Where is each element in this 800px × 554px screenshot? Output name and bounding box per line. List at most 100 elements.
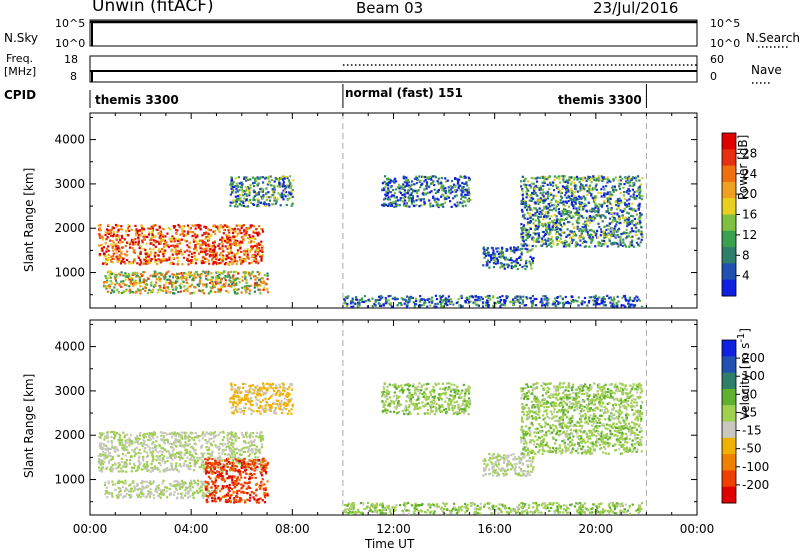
data-point [259, 432, 262, 435]
data-point [529, 226, 532, 229]
data-point [378, 304, 382, 307]
data-point [284, 187, 287, 190]
data-point [514, 249, 517, 252]
data-point [134, 437, 137, 440]
data-point [572, 300, 575, 303]
data-point [563, 209, 566, 213]
data-point [148, 432, 151, 435]
data-point [161, 273, 164, 276]
data-point [260, 195, 263, 198]
data-point [176, 263, 180, 266]
data-point [424, 178, 427, 181]
data-point [248, 289, 252, 292]
data-point [167, 439, 170, 442]
data-point [273, 180, 276, 183]
data-point [526, 250, 529, 254]
data-point [606, 192, 609, 195]
data-point [164, 276, 167, 279]
data-point [556, 226, 559, 229]
data-point [487, 304, 490, 307]
data-point [287, 194, 290, 197]
data-point [550, 235, 553, 238]
data-point [247, 205, 250, 208]
data-point [464, 301, 467, 304]
data-point [598, 303, 601, 306]
data-point [199, 245, 202, 248]
data-point [132, 280, 135, 283]
data-point [534, 185, 537, 188]
data-point [245, 285, 248, 288]
data-point [137, 241, 140, 245]
data-point [223, 263, 226, 266]
data-point [230, 251, 233, 254]
data-point [530, 176, 533, 179]
data-point [227, 271, 230, 274]
data-point [386, 182, 389, 185]
data-point [201, 437, 204, 440]
data-point [128, 288, 131, 291]
data-point [609, 197, 612, 200]
data-point [569, 182, 573, 185]
data-point [107, 284, 110, 287]
data-point [222, 258, 225, 261]
data-point [152, 437, 155, 440]
data-point [431, 182, 434, 185]
data-point [229, 183, 232, 186]
data-point [571, 192, 574, 195]
data-point [291, 195, 294, 198]
data-point [151, 452, 154, 455]
data-point [618, 199, 621, 203]
data-point [595, 183, 598, 186]
data-point [543, 215, 546, 218]
data-point [468, 179, 471, 182]
data-point [471, 296, 474, 299]
data-point [638, 202, 641, 205]
data-point [349, 300, 353, 303]
data-point [188, 436, 191, 439]
data-point [198, 466, 201, 469]
data-point [593, 208, 596, 211]
data-point [625, 236, 628, 240]
data-point [528, 214, 531, 217]
data-point [560, 175, 563, 178]
data-point [609, 301, 612, 304]
nave-right-tick-bottom: 0 [710, 70, 717, 83]
data-point [116, 230, 119, 234]
data-point [530, 264, 533, 267]
data-point [501, 246, 504, 249]
data-point [204, 232, 207, 235]
data-point [235, 234, 239, 237]
data-point [486, 247, 489, 250]
data-point [128, 439, 131, 442]
data-point [213, 457, 216, 460]
data-point [220, 238, 223, 241]
data-point [482, 252, 485, 255]
data-point [459, 197, 463, 201]
data-point [113, 286, 116, 289]
data-point [425, 183, 429, 186]
data-point [420, 204, 423, 207]
data-point [174, 456, 177, 459]
data-point [172, 262, 175, 265]
data-point [166, 433, 169, 436]
data-point [106, 435, 109, 438]
data-point [553, 189, 556, 192]
data-point [125, 470, 128, 473]
data-point [212, 244, 215, 247]
data-point [631, 244, 634, 247]
data-point [142, 262, 145, 265]
data-point [128, 451, 131, 454]
data-point [145, 455, 149, 459]
data-point [171, 253, 174, 256]
data-point [393, 196, 396, 199]
data-point [539, 210, 542, 213]
data-point [234, 195, 237, 198]
data-point [166, 469, 169, 472]
data-point [625, 203, 628, 206]
data-point [583, 228, 586, 232]
data-point [559, 220, 562, 223]
data-point [628, 244, 631, 247]
data-point [229, 240, 232, 243]
data-point [111, 464, 114, 467]
data-point [467, 191, 471, 194]
